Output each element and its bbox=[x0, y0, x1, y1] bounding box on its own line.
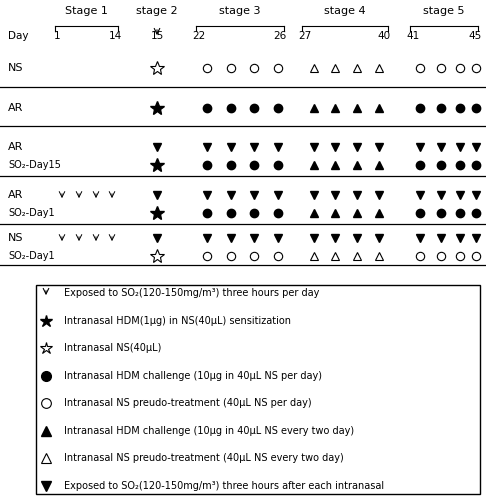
Text: 14: 14 bbox=[108, 31, 122, 41]
Text: stage 4: stage 4 bbox=[324, 6, 366, 16]
Text: Intranasal HDM(1μg) in NS(40μL) sensitization: Intranasal HDM(1μg) in NS(40μL) sensitiz… bbox=[64, 316, 291, 326]
Text: AR: AR bbox=[8, 190, 23, 200]
Text: Intranasal NS(40μL): Intranasal NS(40μL) bbox=[64, 343, 161, 353]
Text: 26: 26 bbox=[273, 31, 287, 41]
Text: 40: 40 bbox=[378, 31, 391, 41]
Text: 27: 27 bbox=[298, 31, 312, 41]
Text: Stage 1: Stage 1 bbox=[65, 6, 108, 16]
Text: Exposed to SO₂(120-150mg/m³) three hours per day: Exposed to SO₂(120-150mg/m³) three hours… bbox=[64, 288, 319, 298]
Text: 41: 41 bbox=[406, 31, 419, 41]
Text: SO₂-Day1: SO₂-Day1 bbox=[8, 208, 54, 218]
Text: 1: 1 bbox=[53, 31, 60, 41]
Text: Intranasal HDM challenge (10μg in 40μL NS every two day): Intranasal HDM challenge (10μg in 40μL N… bbox=[64, 426, 354, 436]
Text: stage 3: stage 3 bbox=[219, 6, 261, 16]
Text: AR: AR bbox=[8, 142, 23, 152]
Text: 22: 22 bbox=[192, 31, 206, 41]
Text: NS: NS bbox=[8, 233, 23, 243]
Text: NS: NS bbox=[8, 63, 23, 73]
Text: Intranasal NS preudo-treatment (40μL NS per day): Intranasal NS preudo-treatment (40μL NS … bbox=[64, 398, 312, 408]
Text: stage 5: stage 5 bbox=[423, 6, 465, 16]
Text: SO₂-Day15: SO₂-Day15 bbox=[8, 160, 61, 170]
Bar bbox=[36, 285, 480, 494]
Text: stage 2: stage 2 bbox=[136, 6, 178, 16]
Text: SO₂-Day1: SO₂-Day1 bbox=[8, 251, 54, 261]
Text: 15: 15 bbox=[150, 31, 164, 41]
Text: Intranasal HDM challenge (10μg in 40μL NS per day): Intranasal HDM challenge (10μg in 40μL N… bbox=[64, 370, 322, 380]
Text: Day: Day bbox=[8, 31, 29, 41]
Text: 45: 45 bbox=[469, 31, 482, 41]
Text: Exposed to SO₂(120-150mg/m³) three hours after each intranasal: Exposed to SO₂(120-150mg/m³) three hours… bbox=[64, 481, 384, 491]
Text: Intranasal NS preudo-treatment (40μL NS every two day): Intranasal NS preudo-treatment (40μL NS … bbox=[64, 454, 344, 464]
Text: AR: AR bbox=[8, 103, 23, 113]
